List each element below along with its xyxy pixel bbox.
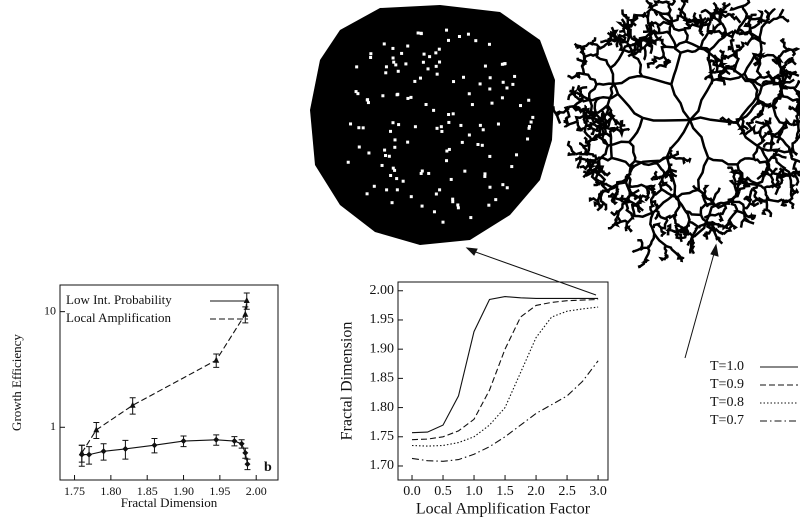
marker [213, 356, 220, 363]
y-tick-label: 1.95 [370, 312, 395, 327]
legend-label: Low Int. Probability [66, 292, 172, 307]
marker [180, 438, 187, 445]
marker [151, 442, 158, 449]
x-tick-label: 2.5 [558, 484, 576, 499]
x-tick-label: 2.00 [246, 484, 267, 498]
marker [244, 461, 251, 468]
marker [93, 426, 100, 433]
series-line [411, 298, 599, 441]
series-line [81, 300, 248, 454]
x-axis-label: Local Amplification Factor [416, 501, 591, 518]
plot-frame [59, 284, 279, 481]
charts: 1.75 1.80 1.85 1.90 1.95 2.00 1 10 Fractal Dimen… [9, 281, 798, 518]
marker [242, 449, 249, 456]
annotation: b [264, 460, 272, 475]
y-tick-label: 2.00 [370, 283, 395, 298]
x-tick-label: 0.0 [403, 484, 421, 499]
marker [238, 440, 245, 447]
x-axis-label: Fractal Dimension [121, 495, 218, 510]
legend-label: Local Amplification [66, 310, 172, 325]
x-tick-label: 1.90 [173, 484, 194, 498]
y-tick-label: 1.75 [370, 429, 395, 444]
y-tick-label: 1.85 [370, 371, 395, 386]
y-tick-label: 10 [44, 303, 56, 317]
marker [242, 310, 249, 317]
dendritic-cluster [552, 0, 800, 269]
x-tick-label: 1.85 [137, 484, 158, 498]
compact-cluster [310, 5, 555, 245]
marker [122, 445, 129, 452]
legend-label: T=0.8 [710, 395, 744, 410]
y-tick-label: 1 [50, 419, 56, 433]
y-axis-label: Fractal Dimension [339, 322, 356, 441]
x-tick-label: 0.5 [434, 484, 452, 499]
marker [86, 451, 93, 458]
marker [231, 438, 238, 445]
x-tick-label: 2.0 [527, 484, 545, 499]
x-tick-label: 1.95 [209, 484, 230, 498]
x-tick-label: 1.0 [465, 484, 483, 499]
x-tick-label: 3.0 [589, 484, 607, 499]
plot-frame [397, 281, 609, 481]
legend-label: T=1.0 [710, 359, 744, 374]
series-line [411, 306, 599, 447]
y-tick-label: 1.70 [370, 458, 395, 473]
x-tick-label: 1.80 [100, 484, 121, 498]
marker [129, 401, 136, 408]
marker [100, 448, 107, 455]
y-tick-label: 1.80 [370, 400, 395, 415]
legend-label: T=0.9 [710, 377, 744, 392]
legend-label: T=0.7 [710, 413, 744, 428]
arrows [465, 243, 719, 359]
y-axis-label: Growth Efficiency [9, 334, 24, 431]
x-tick-label: 1.5 [496, 484, 514, 499]
marker [213, 436, 220, 443]
marker [243, 296, 250, 303]
x-tick-label: 1.75 [64, 484, 85, 498]
marker [78, 449, 85, 456]
y-tick-label: 1.90 [370, 341, 395, 356]
series-line [411, 296, 599, 434]
series-line [411, 360, 599, 462]
series-line [81, 439, 249, 465]
